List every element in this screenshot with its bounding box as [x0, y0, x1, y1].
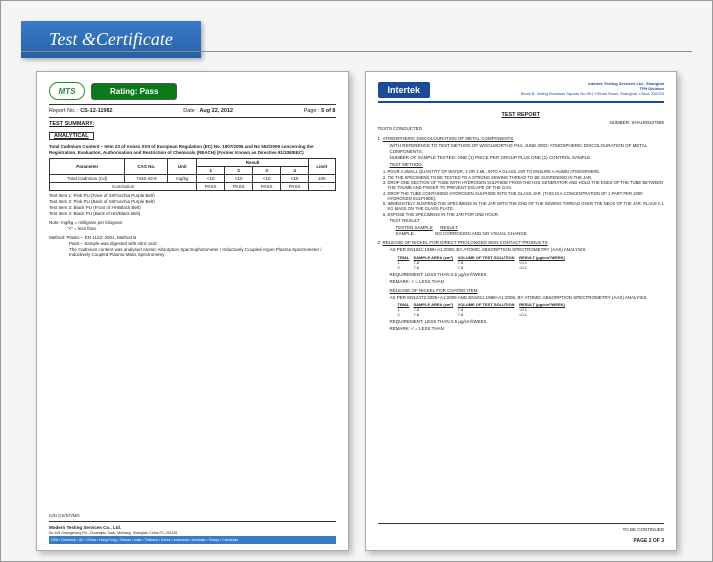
doc2-number: NUMBER: SHAH00327585: [378, 120, 665, 125]
table-row: Total Cadmium (Cd)7440-43-9mg/kg<10<10<1…: [50, 174, 336, 182]
doc1-method3: The Cadmium content was analysed Atomic …: [49, 247, 336, 257]
doc2-table3: TRIALSAMPLE AREA (cm²)VOLUME OF TEST SOL…: [396, 302, 568, 317]
doc2-sec3-title: RELEASE OF NICKEL FOR COATED ITEM: [378, 288, 665, 294]
doc2-method-list: POUR A SMALL QUANTITY OF WATER, 2 OR 3 M…: [378, 169, 665, 217]
doc1-method: Method: Plastic – EN 1122: 2001, Method …: [49, 235, 336, 240]
certificate-doc-2: Intertek Intertek Testing Services Ltd.,…: [365, 71, 678, 551]
doc2-address: Intertek Testing Services Ltd., Shanghai…: [521, 82, 664, 98]
doc2-sec3-ref: AS PER EN12472:2005+A1:2009 AND EN1811:1…: [378, 295, 665, 301]
mts-logo: MTS: [49, 82, 85, 100]
doc2-sec2-ref: AS PER EN1811:1998+A1:2008, BY ATOMIC AB…: [378, 247, 665, 253]
doc1-footer: C/N CS/ST/MG Modern Testing Services Co.…: [49, 512, 336, 544]
doc2-tests-conducted: TESTS CONDUCTED: [378, 126, 665, 132]
doc1-note: Note: mg/kg = milligram per kilogram: [49, 220, 336, 225]
doc2-test-result: TEST RESULT: [378, 218, 665, 224]
header-divider: [21, 51, 692, 52]
doc2-method-label: TEST METHOD:: [378, 162, 665, 168]
doc2-sec1-ref: WITH REFERENCE TO TEST METHOD OF WOOLWOR…: [378, 143, 665, 155]
doc2-report-title: TEST REPORT: [378, 112, 665, 118]
doc2-req2: REQUIREMENT: LESS THAN 0.5 μg/cm²/WEEK: [378, 319, 665, 325]
doc1-method2: Paint – Sample was digested with nitric …: [49, 241, 336, 246]
doc1-report-line: Report No. : CS-12-11982 Date : Aug 22, …: [49, 108, 336, 114]
doc2-remark: REMARK: < = LESS THAN: [378, 279, 665, 285]
doc2-header: Intertek Intertek Testing Services Ltd.,…: [378, 82, 665, 103]
doc2-remark2: REMARK: < = LESS THAN: [378, 326, 665, 332]
certificate-doc-1: MTS Rating: Pass Report No. : CS-12-1198…: [36, 71, 349, 551]
doc1-note2: "<" = less than: [49, 226, 336, 231]
documents-container: MTS Rating: Pass Report No. : CS-12-1198…: [36, 71, 677, 551]
doc1-item: Test Item 2: Pink PU (Back of SI/Fuschia…: [49, 199, 336, 204]
doc1-header: MTS Rating: Pass: [49, 82, 336, 100]
doc1-result-table: Parameter CAS No. Unit Result Limit 1234…: [49, 158, 336, 191]
doc2-sec2-title: RELEASE OF NICKEL FOR DIRECT PROLONGED S…: [383, 240, 548, 245]
doc2-sec1-samples: NUMBER OF SAMPLE TESTED: ONE (1) PIECE P…: [378, 155, 665, 161]
doc1-item: Test Item 3: Black PU (Front of HH/Black…: [49, 205, 336, 210]
doc2-req: REQUIREMENT: LESS THAN 0.5 μg/cm²/WEEK: [378, 272, 665, 278]
table-row: ConclusionPASSPASSPASSPASS-: [50, 182, 336, 190]
header-tab: Test &Certificate: [21, 21, 201, 58]
doc1-analytical: ANALYTICAL: [49, 132, 94, 140]
doc1-regulation: Total Cadmium Content – Item 23 of Annex…: [49, 144, 336, 156]
doc2-table2: TRIALSAMPLE AREA (cm²)VOLUME OF TEST SOL…: [396, 255, 568, 270]
doc2-footer: TO BE CONTINUED PAGE 2 OF 3: [378, 520, 665, 544]
doc1-item: Test Item 1: Pink PU (Face of SI/Fuschia…: [49, 193, 336, 198]
doc1-test-summary: TEST SUMMARY:: [49, 121, 336, 127]
doc2-sec1-title: ATMOSPHERIC DISCOLOURATION OF METAL COMP…: [383, 136, 514, 141]
intertek-logo: Intertek: [378, 82, 431, 98]
rating-badge: Rating: Pass: [91, 83, 177, 100]
doc1-item: Test Item 4: Black PU (Back of HH/Black …: [49, 211, 336, 216]
